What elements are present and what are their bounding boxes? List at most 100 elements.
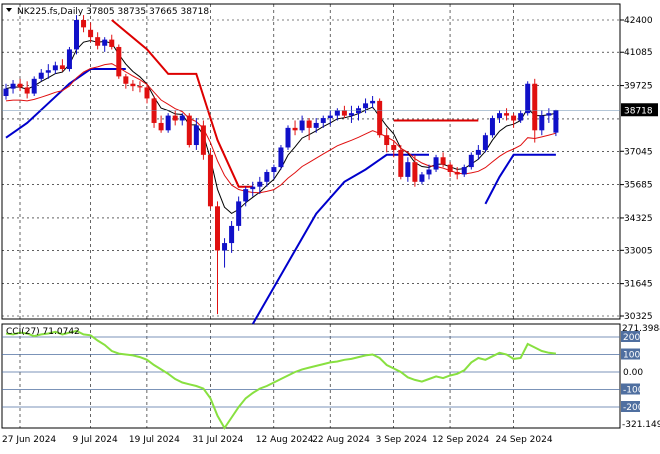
cci-line: [5, 329, 557, 430]
dropdown-arrow-icon[interactable]: [6, 8, 12, 12]
date-tick-label: 31 Jul 2024: [192, 435, 243, 445]
candle-body: [271, 167, 277, 172]
candle-body: [193, 125, 199, 146]
candle-body: [518, 113, 524, 121]
candle-body: [257, 181, 263, 187]
candle-body: [320, 118, 326, 123]
candle-body: [419, 174, 425, 182]
candle-body: [306, 120, 312, 128]
candle-body: [334, 110, 340, 116]
candle-body: [285, 127, 291, 148]
candle-body: [172, 115, 178, 121]
candle-body: [250, 186, 256, 190]
candle-body: [52, 65, 58, 71]
candle-body: [482, 135, 488, 150]
support-stop-line: [484, 153, 556, 205]
candle-body: [511, 115, 517, 121]
candle-body: [504, 113, 510, 116]
candle-body: [384, 135, 390, 146]
date-tick-label: 9 Jul 2024: [73, 435, 118, 445]
date-tick-label: 27 Jun 2024: [2, 435, 56, 445]
date-tick-label: 12 Sep 2024: [432, 435, 489, 445]
candle-body: [370, 100, 376, 104]
price-tick-label: 30325: [624, 312, 653, 322]
candle-body: [74, 20, 79, 50]
candle-body: [24, 87, 30, 94]
candle-body: [38, 72, 44, 79]
cci-tick-label: -100: [623, 386, 644, 396]
candle-body: [264, 171, 270, 182]
cci-tick-label: 200: [623, 333, 640, 343]
price-tick-label: 35685: [624, 181, 653, 191]
cci-label: CCI(27) 71.0742: [6, 327, 80, 337]
resistance-stop-line: [111, 19, 253, 188]
cci-min-label: -321.1497: [622, 420, 660, 430]
candle-body: [341, 110, 347, 116]
current-price-label: 38718: [624, 106, 653, 116]
candle-body: [81, 20, 87, 28]
candle-body: [236, 201, 242, 226]
price-tick-label: 41085: [624, 48, 653, 58]
candle-body: [215, 206, 220, 251]
price-panel-frame: [1, 3, 621, 320]
candle-body: [116, 46, 122, 77]
candle-body: [207, 154, 213, 207]
candle-body: [532, 83, 538, 131]
cci-panel-frame: [1, 323, 621, 429]
cci-level-tag: [621, 348, 640, 360]
price-tick-label: 42400: [624, 16, 653, 26]
candle-body: [45, 70, 51, 73]
support-stop-line: [251, 153, 429, 325]
candle-body: [489, 118, 495, 136]
candle-body: [546, 113, 552, 116]
cci-level-tag: [621, 331, 640, 342]
candle-body: [66, 49, 72, 70]
date-tick-label: 22 Aug 2024: [312, 435, 370, 445]
candle-body: [17, 83, 23, 88]
ohlc-values: 37805 38735 37665 38718: [86, 7, 209, 17]
candle-body: [59, 65, 65, 70]
candle-body: [391, 145, 397, 150]
cci-tick-label: -200: [623, 403, 644, 413]
candle-body: [158, 122, 164, 131]
price-tick-label: 37045: [624, 147, 653, 157]
candle-body: [539, 115, 545, 131]
price-tick-label: 34325: [624, 214, 653, 224]
candle-body: [363, 103, 369, 109]
candle-body: [229, 225, 235, 244]
candle-body: [426, 169, 432, 175]
cci-tick-label: 100: [623, 351, 640, 361]
candle-body: [412, 162, 418, 182]
date-tick-label: 24 Sep 2024: [496, 435, 553, 445]
date-tick-label: 19 Jul 2024: [129, 435, 180, 445]
slow-moving-average-line: [5, 63, 557, 194]
candle-body: [433, 157, 439, 170]
candle-body: [440, 157, 446, 165]
date-tick-label: 3 Sep 2024: [376, 435, 428, 445]
candle-body: [313, 122, 319, 128]
candle-body: [95, 37, 101, 46]
candle-body: [454, 171, 460, 175]
candle-body: [475, 149, 481, 155]
candle-body: [553, 110, 559, 133]
candle-body: [497, 113, 502, 119]
candle-body: [299, 120, 305, 131]
candle-body: [123, 76, 129, 84]
price-tick-label: 33005: [624, 246, 653, 256]
candle-body: [405, 162, 411, 177]
candle-body: [186, 115, 192, 146]
candle-body: [10, 83, 16, 89]
candle-body: [398, 149, 404, 177]
price-tick-label: 39725: [624, 82, 653, 92]
candle-body: [200, 125, 206, 155]
candle-body: [102, 39, 108, 46]
candle-body: [525, 83, 531, 114]
candle-body: [3, 88, 9, 96]
candle-body: [130, 83, 136, 87]
support-stop-line: [5, 68, 126, 139]
candle-body: [109, 39, 115, 47]
candle-body: [179, 115, 185, 121]
candle-body: [292, 127, 298, 131]
